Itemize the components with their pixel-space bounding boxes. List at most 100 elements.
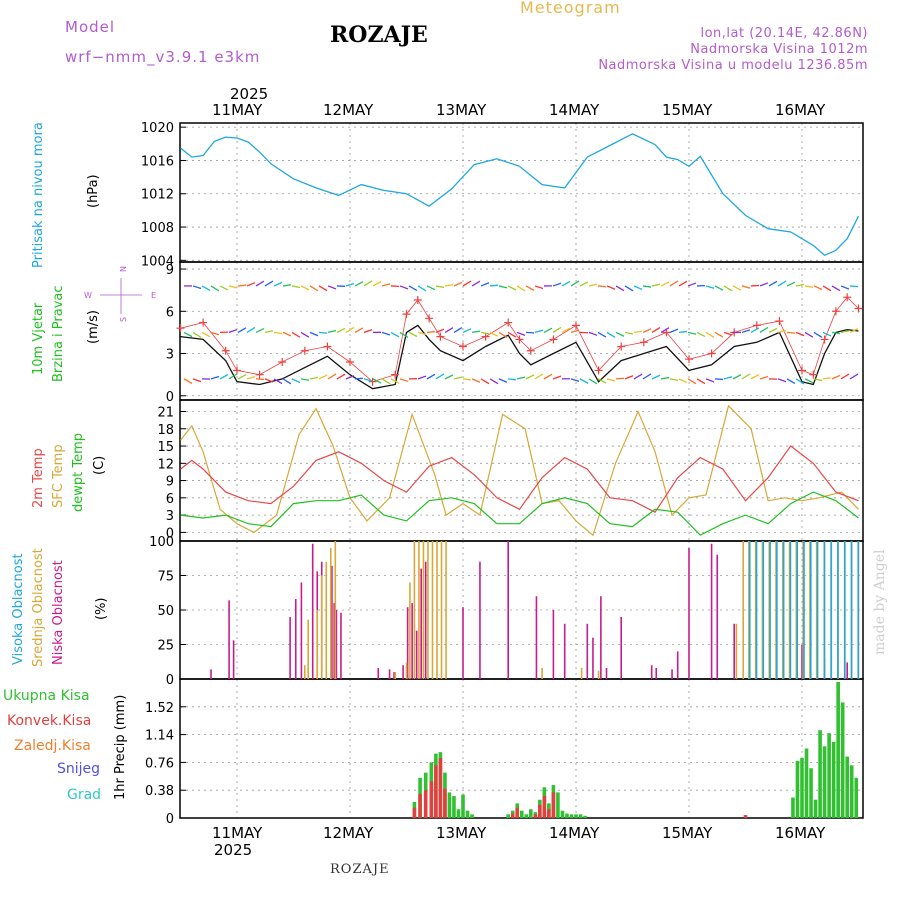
model-name: wrf−nmm_v3.9.1 e3km — [65, 48, 261, 66]
precip-bar — [845, 756, 849, 818]
wind-gust-marker — [843, 293, 852, 302]
wind-direction-arrow — [444, 327, 454, 333]
wind-direction-arrow — [453, 281, 463, 287]
wind-gust-marker — [300, 346, 309, 355]
precip-bar — [574, 814, 578, 818]
wind-direction-arrow — [633, 285, 643, 291]
wind-direction-arrow — [534, 329, 544, 334]
pressure-ytick-label: 1012 — [141, 188, 174, 203]
bottom-day-label-2: 13MAY — [436, 824, 487, 842]
model-elevation: Nadmorska Visina u modelu 1236.85m — [598, 58, 868, 73]
wind-direction-arrow — [498, 331, 508, 338]
wind-direction-arrow — [363, 378, 373, 382]
wind-direction-arrow — [651, 283, 661, 287]
wind-direction-arrow — [381, 378, 391, 385]
wind-direction-arrow — [633, 373, 643, 380]
wind-direction-arrow — [327, 285, 337, 290]
cloud-ytick-label: 75 — [157, 570, 174, 585]
wind-direction-arrow — [282, 284, 292, 287]
precip-bar — [547, 809, 551, 818]
wind-direction-arrow — [759, 282, 769, 287]
wind-direction-arrow — [507, 378, 517, 381]
wind-direction-arrow — [354, 377, 364, 380]
wind-direction-arrow — [399, 331, 409, 338]
wind-direction-arrow — [615, 285, 625, 292]
wind-gust-marker — [526, 346, 535, 355]
wind-direction-arrow — [318, 331, 328, 334]
wind-gust-marker — [346, 357, 354, 366]
wind-gust-marker — [549, 335, 558, 344]
precip-bar — [470, 814, 474, 818]
wind-direction-arrow — [183, 331, 193, 338]
temperature-ytick-label: 21 — [157, 406, 174, 421]
precip-bar — [515, 807, 520, 818]
wind-direction-arrow — [399, 378, 409, 382]
wind-direction-arrow — [210, 331, 220, 336]
wind-direction-arrow — [768, 280, 778, 287]
wind-direction-arrow — [516, 331, 526, 337]
precip-bar — [456, 809, 461, 818]
wind-direction-arrow — [687, 282, 697, 287]
temperature-ytick-label: 0 — [166, 526, 174, 541]
wind-direction-arrow — [471, 330, 481, 334]
wind-gust-marker — [809, 370, 818, 379]
wind-direction-arrow — [642, 285, 652, 288]
wind-direction-arrow — [768, 327, 778, 333]
wind-gust-marker — [752, 321, 761, 330]
wind-direction-arrow — [795, 283, 805, 287]
wind-direction-arrow — [336, 327, 346, 333]
precip-bar — [551, 792, 556, 818]
wind-direction-arrow — [318, 285, 328, 292]
cloud-ytick-label: 0 — [166, 673, 174, 688]
precip-bar — [519, 810, 524, 818]
wind-direction-arrow — [804, 285, 814, 288]
wind-direction-arrow — [525, 285, 535, 291]
wind-direction-arrow — [354, 281, 364, 287]
pressure-ytick-label: 1016 — [141, 154, 174, 169]
wind-direction-arrow — [651, 374, 661, 380]
wind-direction-arrow — [552, 282, 562, 287]
wind-direction-arrow — [345, 326, 355, 333]
wind-direction-arrow — [741, 373, 751, 380]
wind-direction-arrow — [723, 285, 733, 292]
pressure-ytick-label: 1008 — [141, 221, 174, 236]
precip-bar — [447, 792, 452, 818]
bottom-year-label: 2025 — [214, 841, 252, 859]
wind-direction-arrow — [327, 373, 337, 380]
wind-direction-arrow — [660, 281, 670, 287]
wind-direction-arrow — [597, 285, 607, 288]
wind-direction-arrow — [705, 331, 715, 338]
precip-bar — [804, 748, 809, 818]
wind-direction-arrow — [480, 331, 490, 335]
precip-bar — [818, 730, 822, 818]
wind-direction-arrow — [678, 378, 688, 384]
wind-direction-arrow — [516, 285, 526, 292]
cloud-ytick-label: 50 — [157, 604, 174, 619]
wind-direction-arrow — [732, 374, 742, 380]
wind-direction-arrow — [669, 280, 679, 287]
top-day-label-0: 11MAY — [212, 101, 263, 119]
wind-ytick-label: 3 — [166, 348, 174, 363]
precip-bar — [565, 813, 569, 818]
wind-direction-arrow — [660, 376, 670, 380]
cloud-label-3: Niska Oblacnost — [51, 560, 66, 665]
cloud-ytick-label: 100 — [149, 535, 174, 550]
precip-bar — [506, 814, 510, 818]
wind-direction-arrow — [408, 285, 418, 292]
wind-direction-arrow — [777, 280, 787, 287]
wind-direction-arrow — [669, 328, 679, 334]
wind-gust-marker — [221, 346, 230, 355]
wind-direction-arrow — [462, 328, 472, 334]
wind-direction-arrow — [606, 378, 616, 382]
precip-bar — [533, 814, 538, 818]
wind-direction-arrow — [228, 328, 238, 334]
precip-bar — [452, 796, 456, 818]
wind-direction-arrow — [489, 378, 499, 385]
temp-label-3: dewpt Temp — [71, 433, 86, 512]
wind-direction-arrow — [435, 328, 445, 334]
wind-direction-arrow — [552, 375, 562, 380]
wind-direction-arrow — [291, 378, 301, 384]
wind-direction-arrow — [201, 331, 211, 338]
footer-station: ROZAJE — [330, 862, 390, 877]
